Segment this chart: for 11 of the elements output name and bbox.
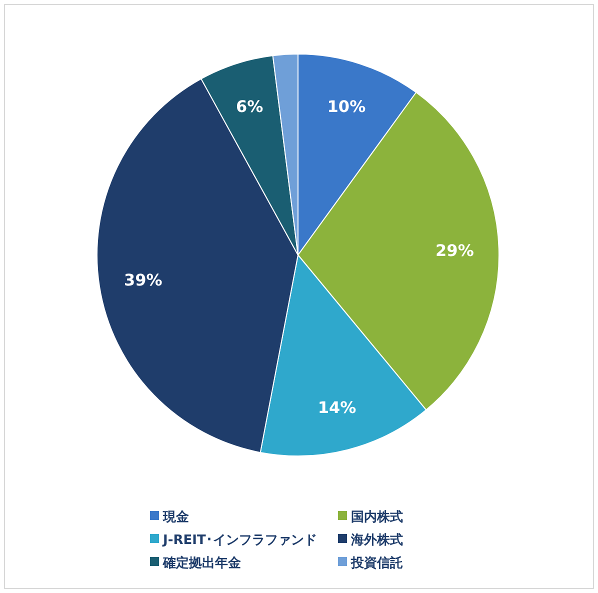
data-label: 14% — [318, 398, 356, 417]
data-label: 6% — [236, 96, 264, 116]
legend-label: 確定拠出年金 — [162, 555, 242, 571]
legend-label: J-REIT･インフラファンド — [162, 533, 317, 548]
legend-label: 現金 — [162, 510, 190, 525]
data-label: 10% — [327, 96, 366, 116]
legend-label: 国内株式 — [351, 509, 403, 525]
legend-label: 海外株式 — [350, 532, 403, 548]
data-label: 29% — [436, 241, 474, 260]
data-label: 39% — [124, 270, 162, 290]
legend-label: 投資信託 — [350, 555, 403, 571]
